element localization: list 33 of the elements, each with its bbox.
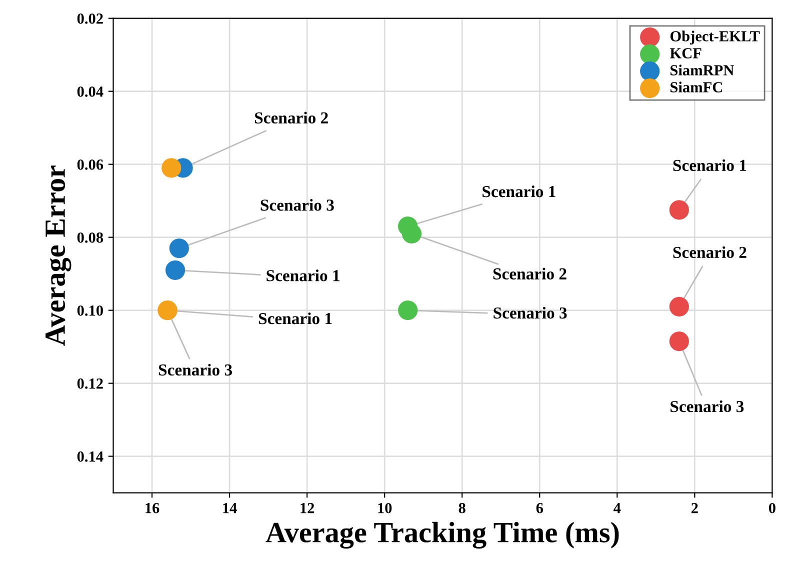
y-tick-label: 0.12 xyxy=(77,378,103,389)
annotation: Scenario 1 xyxy=(673,159,746,172)
y-tick-label: 0.06 xyxy=(77,159,104,170)
x-tick-label: 14 xyxy=(223,503,237,514)
x-tick-label: 12 xyxy=(300,502,314,514)
legend-label: KCF xyxy=(670,48,702,58)
x-tick-label: 16 xyxy=(146,502,160,514)
annotation: Scenario 3 xyxy=(670,400,744,412)
annotation: Scenario 1 xyxy=(266,270,340,282)
x-tick-label: 4 xyxy=(614,503,621,514)
x-tick-label: 10 xyxy=(378,502,392,514)
x-tick-label: 8 xyxy=(458,502,466,514)
y-axis-title: Average Error xyxy=(46,166,72,346)
annotation: Scenario 2 xyxy=(254,112,328,124)
annotation: Scenario 2 xyxy=(493,268,566,280)
annotation: Scenario 2 xyxy=(673,246,746,258)
y-tick-label: 0.14 xyxy=(77,451,104,462)
y-tick-label: 0.02 xyxy=(77,13,103,24)
annotation: Scenario 3 xyxy=(494,306,567,319)
legend-label: Object-EKLT xyxy=(670,30,760,45)
annotation: Scenario 1 xyxy=(258,312,332,324)
x-tick-label: 0 xyxy=(768,502,776,514)
y-tick-label: 0.10 xyxy=(77,305,103,316)
legend-label: SiamFC xyxy=(670,82,722,92)
legend-label: SiamRPN xyxy=(670,64,734,76)
y-tick-label: 0.04 xyxy=(77,86,104,97)
x-tick-label: 6 xyxy=(536,502,544,514)
annotation: Scenario 3 xyxy=(260,199,334,211)
x-axis-title: Average Tracking Time (ms) xyxy=(266,522,619,549)
x-tick-label: 2 xyxy=(692,502,698,514)
annotation: Scenario 1 xyxy=(482,185,556,198)
annotation: Scenario 3 xyxy=(158,364,232,376)
y-tick-label: 0.08 xyxy=(77,232,104,243)
